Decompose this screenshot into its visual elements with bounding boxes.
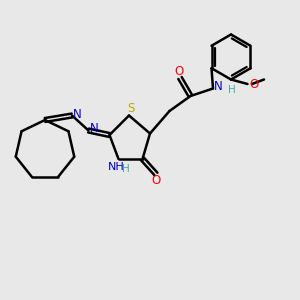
Text: N: N — [73, 107, 82, 121]
Text: O: O — [250, 77, 259, 91]
Text: H: H — [122, 164, 130, 174]
Text: O: O — [174, 65, 183, 78]
Text: N: N — [214, 80, 223, 93]
Text: N: N — [89, 122, 98, 136]
Text: S: S — [127, 101, 134, 115]
Text: H: H — [228, 85, 236, 95]
Text: NH: NH — [108, 162, 124, 172]
Text: O: O — [152, 174, 160, 187]
